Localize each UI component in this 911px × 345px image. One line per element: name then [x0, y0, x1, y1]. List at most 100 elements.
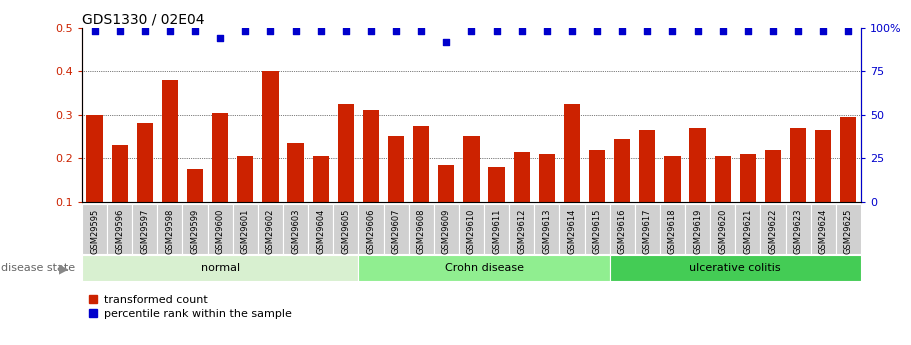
Point: [213, 35, 228, 41]
Point: [615, 28, 630, 34]
Text: GSM29603: GSM29603: [291, 208, 300, 254]
Bar: [87, 115, 103, 245]
Point: [816, 28, 831, 34]
Point: [138, 28, 152, 34]
Bar: [82, 204, 107, 254]
Point: [389, 28, 404, 34]
Text: GSM29615: GSM29615: [592, 208, 601, 254]
Point: [313, 28, 328, 34]
Bar: [363, 110, 379, 245]
Text: GSM29625: GSM29625: [844, 208, 853, 254]
Text: GSM29600: GSM29600: [216, 208, 225, 254]
Bar: [660, 204, 685, 254]
Bar: [514, 152, 530, 245]
Point: [112, 28, 127, 34]
Text: GSM29612: GSM29612: [517, 208, 527, 254]
Point: [640, 28, 655, 34]
Text: GSM29624: GSM29624: [819, 208, 828, 254]
Bar: [187, 169, 203, 245]
Bar: [312, 156, 329, 245]
Text: GSM29601: GSM29601: [241, 208, 250, 254]
Point: [339, 28, 353, 34]
Text: GSM29602: GSM29602: [266, 208, 275, 254]
Bar: [589, 150, 605, 245]
Point: [263, 28, 278, 34]
Bar: [258, 204, 283, 254]
Bar: [212, 112, 229, 245]
Bar: [714, 156, 731, 245]
Text: GSM29596: GSM29596: [115, 208, 124, 254]
Point: [565, 28, 579, 34]
Point: [414, 28, 428, 34]
Text: GDS1330 / 02E04: GDS1330 / 02E04: [82, 12, 204, 27]
Point: [288, 28, 302, 34]
Bar: [358, 204, 384, 254]
Bar: [413, 126, 429, 245]
Point: [791, 28, 805, 34]
Text: GSM29610: GSM29610: [467, 208, 476, 254]
Text: GSM29597: GSM29597: [140, 208, 149, 254]
Text: GSM29606: GSM29606: [366, 208, 375, 254]
Text: ▶: ▶: [58, 262, 68, 275]
Bar: [409, 204, 434, 254]
Bar: [484, 204, 509, 254]
Text: GSM29617: GSM29617: [643, 208, 652, 254]
Bar: [761, 204, 785, 254]
Text: GSM29611: GSM29611: [492, 208, 501, 254]
Bar: [308, 204, 333, 254]
Bar: [358, 255, 609, 281]
Text: GSM29605: GSM29605: [342, 208, 351, 254]
Bar: [111, 145, 128, 245]
Bar: [488, 167, 505, 245]
Text: GSM29607: GSM29607: [392, 208, 401, 254]
Bar: [434, 204, 459, 254]
Text: GSM29613: GSM29613: [542, 208, 551, 254]
Bar: [509, 204, 534, 254]
Text: GSM29623: GSM29623: [793, 208, 803, 254]
Bar: [287, 143, 303, 245]
Bar: [740, 154, 756, 245]
Text: GSM29598: GSM29598: [166, 208, 174, 254]
Bar: [609, 204, 635, 254]
Point: [539, 28, 554, 34]
Bar: [785, 204, 811, 254]
Bar: [790, 128, 806, 245]
Bar: [811, 204, 835, 254]
Bar: [158, 204, 182, 254]
Text: GSM29614: GSM29614: [568, 208, 577, 254]
Point: [188, 28, 202, 34]
Bar: [237, 156, 253, 245]
Text: GSM29621: GSM29621: [743, 208, 752, 254]
Point: [238, 28, 252, 34]
Bar: [735, 204, 761, 254]
Point: [715, 28, 730, 34]
Bar: [162, 80, 178, 245]
Bar: [711, 204, 735, 254]
Point: [741, 28, 755, 34]
Bar: [585, 204, 609, 254]
Bar: [559, 204, 585, 254]
Text: GSM29620: GSM29620: [718, 208, 727, 254]
Bar: [815, 130, 832, 245]
Bar: [82, 255, 358, 281]
Bar: [107, 204, 132, 254]
Text: GSM29604: GSM29604: [316, 208, 325, 254]
Point: [841, 28, 855, 34]
Text: ulcerative colitis: ulcerative colitis: [690, 263, 781, 273]
Bar: [262, 71, 279, 245]
Text: Crohn disease: Crohn disease: [445, 263, 524, 273]
Point: [87, 28, 102, 34]
Point: [691, 28, 705, 34]
Bar: [338, 104, 354, 245]
Bar: [137, 124, 153, 245]
Bar: [609, 255, 861, 281]
Text: GSM29619: GSM29619: [693, 208, 702, 254]
Bar: [459, 204, 484, 254]
Point: [765, 28, 780, 34]
Text: GSM29599: GSM29599: [190, 208, 200, 254]
Point: [439, 39, 454, 44]
Text: GSM29608: GSM29608: [416, 208, 425, 254]
Point: [163, 28, 178, 34]
Legend: transformed count, percentile rank within the sample: transformed count, percentile rank withi…: [87, 295, 292, 319]
Bar: [564, 104, 580, 245]
